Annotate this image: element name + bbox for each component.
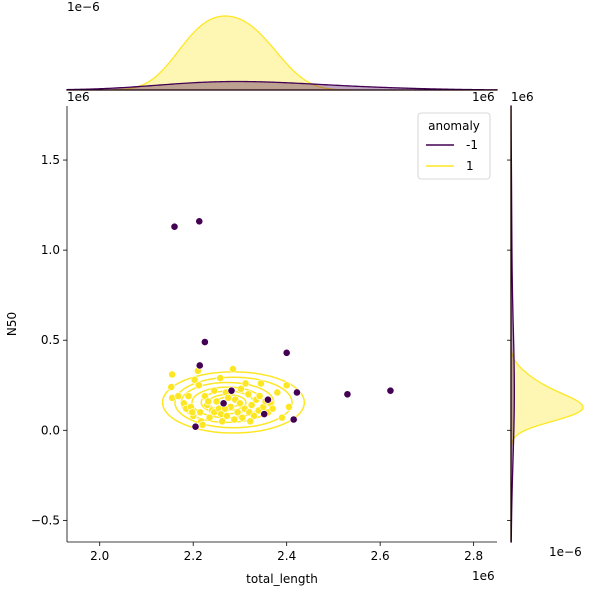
- y-tick-label: 0.0: [41, 423, 60, 437]
- scatter-point-normal: [210, 386, 219, 395]
- scatter-point-normal: [241, 379, 250, 388]
- scatter-point-normal: [247, 401, 256, 409]
- y-tick-label: 1.5: [41, 153, 60, 167]
- scatter-point-normal: [184, 392, 193, 400]
- scatter-point-normal: [167, 383, 176, 391]
- top-marginal-density-anomaly: [66, 80, 498, 91]
- scatter-point-normal: [246, 417, 255, 426]
- x-tick-label: 2.6: [371, 549, 390, 563]
- scatter-point-normal: [236, 384, 245, 393]
- main-axes: 1e6 1e6 2.0 2.2 2.4 2.6 2.8 −0.5 0.0 0.5 1.0 1.5…: [5, 90, 511, 586]
- top-x-scale-label: 1e6: [472, 90, 495, 104]
- legend-label-pos1: 1: [466, 159, 474, 173]
- legend: anomaly -1 1: [417, 112, 491, 180]
- scatter-point-anomaly: [191, 422, 200, 431]
- scatter-point-anomaly: [170, 222, 179, 231]
- scatter-point-normal: [273, 388, 282, 397]
- legend-label-neg1: -1: [466, 138, 478, 152]
- right-marginal-scale-label: 1e−6: [549, 545, 582, 559]
- top-marginal-kde: [66, 15, 498, 91]
- scatter-point-anomaly: [195, 217, 204, 226]
- scatter-point-normal: [285, 402, 293, 411]
- scatter-point-normal: [196, 408, 205, 417]
- scatter-point-normal: [236, 399, 244, 408]
- legend-frame: [417, 112, 491, 180]
- scatter-point-anomaly: [293, 388, 301, 397]
- x-axis-ticks: 2.0 2.2 2.4 2.6 2.8: [90, 542, 483, 563]
- y-tick-label: 0.5: [41, 333, 60, 347]
- legend-title: anomaly: [428, 119, 480, 133]
- scatter-point-normal: [168, 370, 177, 379]
- y-tick-label: 1.0: [41, 243, 60, 257]
- scatter-point-normal: [257, 379, 265, 388]
- scatter-point-normal: [194, 381, 203, 390]
- scatter-point-normal: [244, 390, 253, 399]
- top-marginal-density-normal: [67, 15, 497, 91]
- scatter-point-anomaly: [282, 348, 291, 357]
- kde-contour-line: [174, 376, 293, 429]
- y-scale-label: 1e6: [67, 90, 90, 104]
- y-axis-ticks: −0.5 0.0 0.5 1.0 1.5: [31, 153, 511, 527]
- x-tick-label: 2.0: [90, 549, 109, 563]
- right-marginal-density-normal: [510, 106, 584, 542]
- scatter-point-normal: [204, 397, 213, 406]
- right-marginal-density-anomaly: [510, 105, 515, 543]
- scatter-point-anomaly: [343, 390, 352, 399]
- x-tick-label: 2.4: [277, 549, 296, 563]
- scatter-point-normal: [218, 417, 227, 426]
- scatter-point-normal: [216, 374, 225, 382]
- right-marginal-scale-label-top: 1e6: [511, 90, 534, 104]
- scatter-point-normal: [230, 415, 239, 424]
- scatter-point-normal: [278, 413, 286, 422]
- scatter-point-normal: [222, 411, 231, 420]
- x-tick-label: 2.8: [464, 549, 483, 563]
- top-marginal-axes: 1e−6: [66, 0, 498, 91]
- right-marginal-axes: 1e6 1e−6: [510, 90, 584, 559]
- right-marginal-kde: [510, 105, 584, 543]
- top-marginal-scale-label: 1e−6: [67, 0, 100, 14]
- scatter-point-normal: [238, 413, 247, 422]
- scatter-point-anomaly: [219, 399, 228, 408]
- scatter-point-anomaly: [227, 386, 236, 395]
- scatter-point-anomaly: [195, 361, 204, 370]
- scatter-point-normal: [198, 420, 207, 429]
- scatter-point-normal: [255, 392, 264, 400]
- scatter-point-anomaly: [289, 415, 298, 424]
- y-axis-label: N50: [5, 312, 19, 336]
- scatter-point-anomaly: [260, 410, 269, 418]
- scatter-points: [167, 217, 395, 431]
- y-tick-label: −0.5: [31, 513, 60, 527]
- scatter-point-normal: [268, 404, 277, 413]
- x-axis-label: total_length: [246, 572, 318, 586]
- x-tick-label: 2.2: [184, 549, 203, 563]
- x-scale-label: 1e6: [472, 569, 495, 583]
- scatter-point-normal: [188, 408, 197, 417]
- scatter-point-normal: [174, 392, 183, 400]
- scatter-point-normal: [205, 413, 214, 422]
- scatter-point-normal: [212, 397, 221, 406]
- scatter-point-normal: [224, 393, 233, 402]
- scatter-point-normal: [250, 411, 258, 420]
- scatter-point-anomaly: [200, 338, 209, 346]
- scatter-point-normal: [229, 365, 237, 373]
- scatter-point-normal: [190, 375, 199, 384]
- scatter-point-anomaly: [264, 395, 272, 404]
- scatter-point-normal: [233, 408, 242, 417]
- scatter-point-normal: [282, 381, 291, 390]
- scatter-point-anomaly: [386, 386, 395, 395]
